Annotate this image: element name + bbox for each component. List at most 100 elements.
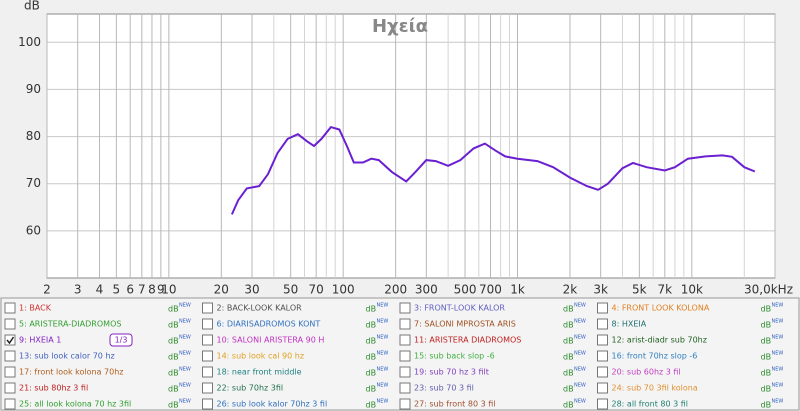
legend-label[interactable]: 22: sub 70hz 3fil	[217, 384, 284, 393]
db-label: dB	[563, 385, 574, 394]
legend-label[interactable]: 28: all front 80 3 fil	[612, 400, 689, 409]
checkbox[interactable]	[597, 302, 608, 314]
legend-label[interactable]: 11: ARISTERA DIADROMOS	[414, 336, 521, 345]
x-tick-label: 3	[74, 283, 82, 297]
checkbox[interactable]	[202, 334, 213, 346]
legend-label[interactable]: 6: DIARISADROMOS KONT	[217, 320, 321, 329]
db-label: dB	[366, 385, 377, 394]
checkbox[interactable]	[399, 350, 411, 362]
y-tick-label: 60	[26, 223, 41, 237]
db-label: dB	[761, 385, 772, 394]
legend-label[interactable]: 19: sub 70 hz 3 filt	[414, 368, 489, 377]
db-label: dB	[366, 369, 377, 378]
new-label: NEW	[574, 335, 586, 341]
x-tick-label: 10k	[681, 283, 703, 297]
checkbox[interactable]	[4, 366, 16, 378]
x-tick-label: 1k	[510, 283, 525, 297]
legend-label[interactable]: 20: sub 60hz 3 fil	[612, 368, 681, 377]
db-label: dB	[761, 337, 772, 346]
smoothing-badge[interactable]	[109, 333, 133, 347]
db-label: dB	[168, 305, 179, 314]
checkbox[interactable]	[4, 382, 16, 394]
legend-label[interactable]: 21: sub 80hz 3 fil	[19, 384, 88, 393]
checkbox[interactable]	[597, 334, 608, 346]
legend-label[interactable]: 3: FRONT-LOOK KALOR	[414, 304, 505, 313]
new-label: NEW	[179, 367, 191, 373]
legend-label[interactable]: 1: BACK	[19, 304, 52, 313]
checkbox[interactable]	[597, 350, 608, 362]
checkbox[interactable]	[202, 382, 213, 394]
db-label: dB	[168, 401, 179, 410]
checkbox[interactable]	[597, 382, 608, 394]
x-tick-label: 30	[244, 283, 259, 297]
legend-label[interactable]: 16: front 70hz slop -6	[612, 352, 698, 361]
new-label: NEW	[179, 351, 191, 357]
x-tick-label: 2	[43, 283, 51, 297]
legend-label[interactable]: 18: near front middle	[217, 368, 302, 377]
checkbox[interactable]	[399, 334, 411, 346]
db-label: dB	[168, 337, 179, 346]
new-label: NEW	[574, 319, 586, 325]
new-label: NEW	[772, 335, 784, 341]
checkbox[interactable]	[202, 302, 213, 314]
y-tick-label: 100	[18, 35, 41, 49]
checkbox[interactable]	[202, 366, 213, 378]
legend-label[interactable]: 10: SALONI ARISTERA 90 H	[217, 336, 325, 345]
legend-label[interactable]: 7: SALONI MPROSTA ARIS	[414, 320, 516, 329]
legend-label[interactable]: 9: HXEIA 1	[19, 336, 61, 345]
legend-label[interactable]: 26: sub look kalor 70hz 3 fil	[217, 400, 328, 409]
checkbox[interactable]	[399, 318, 411, 330]
legend-label[interactable]: 25: all look kolona 70 hz 3fil	[19, 400, 131, 409]
legend-label[interactable]: 17: front look kolona 70hz	[19, 368, 124, 377]
x-tick-label: 8	[148, 283, 156, 297]
checkbox[interactable]	[597, 398, 608, 410]
checkbox[interactable]	[399, 302, 411, 314]
checkbox[interactable]	[4, 318, 16, 330]
checkbox[interactable]	[202, 350, 213, 362]
legend-label[interactable]: 23: sub 70 3 fil	[414, 384, 474, 393]
legend-label[interactable]: 24: sub 70 3fil kolona	[612, 384, 698, 393]
checkbox[interactable]	[597, 366, 608, 378]
legend-label[interactable]: 2: BACK-LOOK KALOR	[217, 304, 303, 313]
legend-label[interactable]: 8: HXEIA	[612, 320, 647, 329]
db-label: dB	[563, 369, 574, 378]
x-tick-label: 4	[96, 283, 104, 297]
checkbox[interactable]	[4, 334, 16, 346]
checkbox[interactable]	[4, 302, 16, 314]
new-label: NEW	[377, 351, 389, 357]
new-label: NEW	[574, 383, 586, 389]
checkbox[interactable]	[399, 366, 411, 378]
x-tick-label: 9	[157, 283, 165, 297]
x-tick-label: 200	[384, 283, 407, 297]
legend-label[interactable]: 13: sub look calor 70 hz	[19, 352, 115, 361]
y-axis-label: dB	[24, 0, 40, 13]
legend-label[interactable]: 15: sub back slop -6	[414, 352, 495, 361]
x-tick-label: 5k	[632, 283, 647, 297]
checkbox[interactable]	[202, 398, 213, 410]
checkbox[interactable]	[202, 318, 213, 330]
checkbox[interactable]	[399, 382, 411, 394]
db-label: dB	[366, 321, 377, 330]
legend-label[interactable]: 12: arist-diadr sub 70hz	[612, 336, 707, 345]
new-label: NEW	[772, 351, 784, 357]
checkbox[interactable]	[399, 398, 411, 410]
x-tick-label: 70	[309, 283, 324, 297]
legend-label[interactable]: 27: sub front 80 3 fil	[414, 400, 495, 409]
x-tick-label: 20	[214, 283, 229, 297]
x-tick-label: 50	[283, 283, 298, 297]
db-label: dB	[168, 353, 179, 362]
new-label: NEW	[179, 303, 191, 309]
x-tick-label: 100	[332, 283, 355, 297]
x-tick-label: 2k	[563, 283, 578, 297]
smoothing-label: 1/3	[115, 336, 128, 345]
new-label: NEW	[574, 367, 586, 373]
legend-label[interactable]: 5: ARISTERA-DIADROMOS	[19, 320, 121, 329]
db-label: dB	[366, 353, 377, 362]
db-label: dB	[168, 321, 179, 330]
new-label: NEW	[377, 303, 389, 309]
checkbox[interactable]	[4, 350, 16, 362]
checkbox[interactable]	[597, 318, 608, 330]
legend-label[interactable]: 4: FRONT LOOK KOLONA	[612, 304, 710, 313]
legend-label[interactable]: 14: sub look cal 90 hz	[217, 352, 305, 361]
checkbox[interactable]	[4, 398, 16, 410]
